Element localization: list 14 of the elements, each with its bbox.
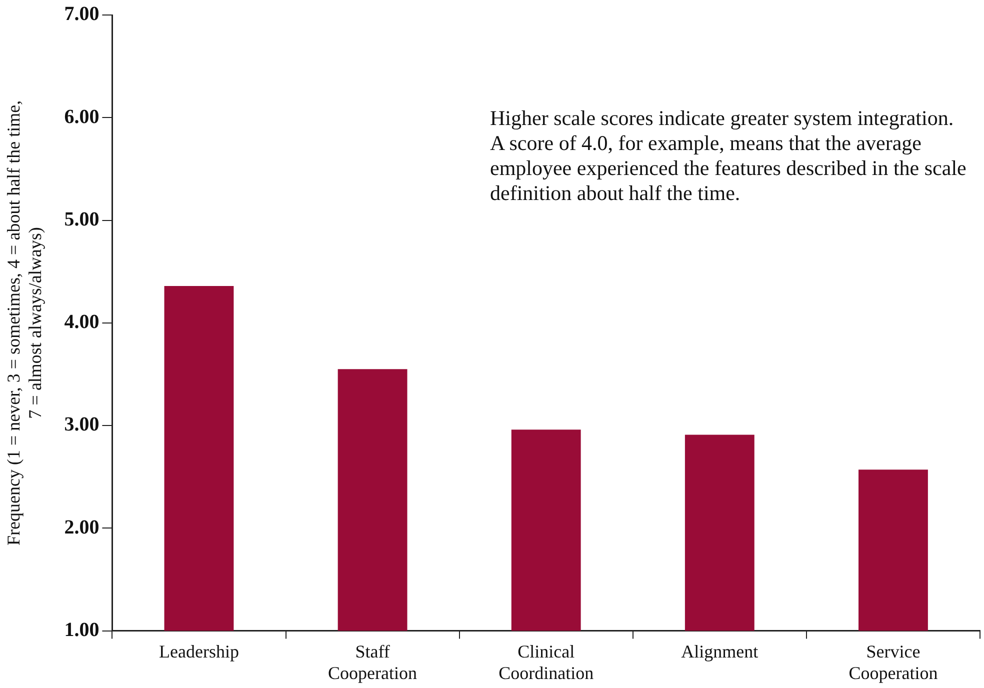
x-tick-label: Staff Cooperation <box>328 641 418 683</box>
x-tick-label: Clinical Coordination <box>498 641 594 683</box>
y-tick-label: 4.00 <box>64 311 100 334</box>
y-axis-title: Frequency (1 = never, 3 = sometimes, 4 = about half the time, 7 = almost always/always) <box>4 100 46 546</box>
x-tick-label: Leadership <box>158 641 239 662</box>
y-tick-label: 6.00 <box>64 106 100 128</box>
y-tick-label: 3.00 <box>64 414 100 436</box>
y-tick-label: 5.00 <box>64 208 100 230</box>
y-tick-label: 1.00 <box>64 618 100 641</box>
y-tick-label: 2.00 <box>64 516 100 538</box>
x-tick-label: Alignment <box>681 641 758 662</box>
annotation: Higher scale scores indicate greater system integration. A score of 4.0, for example, means that the average employee experienced the features described in the scale definition about half the time. <box>490 106 968 206</box>
y-tick-label: 7.00 <box>64 3 100 26</box>
x-tick-label: Service Cooperation <box>848 641 938 683</box>
